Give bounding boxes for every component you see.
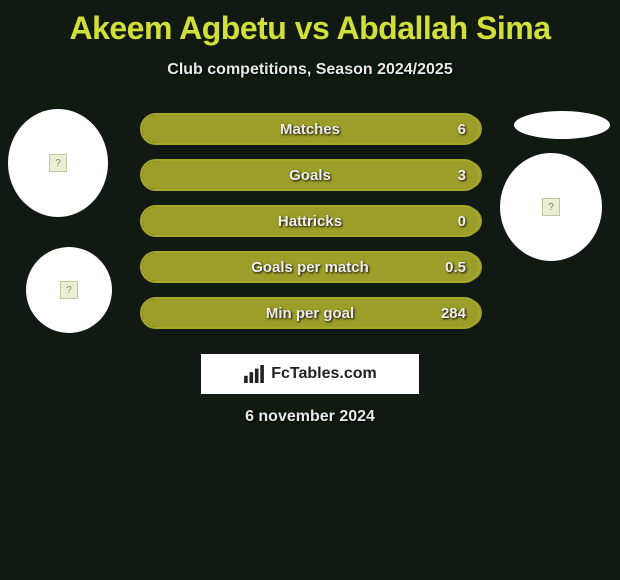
stat-value: 0.5 bbox=[445, 251, 466, 283]
stat-value: 0 bbox=[458, 205, 466, 237]
avatar-left-top: ? bbox=[8, 109, 108, 217]
avatar-left-bottom: ? bbox=[26, 247, 112, 333]
stat-row-min-per-goal: Min per goal 284 bbox=[140, 297, 480, 329]
stat-row-hattricks: Hattricks 0 bbox=[140, 205, 480, 237]
footer-date: 6 november 2024 bbox=[0, 408, 620, 426]
brand-badge: FcTables.com bbox=[201, 354, 419, 394]
placeholder-image-icon: ? bbox=[49, 154, 67, 172]
bar-outline bbox=[140, 205, 480, 237]
stat-value: 284 bbox=[441, 297, 466, 329]
bar-chart-icon bbox=[243, 365, 265, 383]
stat-row-goals: Goals 3 bbox=[140, 159, 480, 191]
avatar-right-top bbox=[514, 111, 610, 139]
bar-outline bbox=[140, 297, 480, 329]
stat-row-goals-per-match: Goals per match 0.5 bbox=[140, 251, 480, 283]
bar-outline bbox=[140, 159, 480, 191]
bar-outline bbox=[140, 113, 480, 145]
brand-text: FcTables.com bbox=[271, 365, 377, 383]
stat-bars: Matches 6 Goals 3 Hattricks 0 Goals per … bbox=[140, 113, 480, 343]
stat-value: 6 bbox=[458, 113, 466, 145]
bar-outline bbox=[140, 251, 480, 283]
page-title: Akeem Agbetu vs Abdallah Sima bbox=[0, 0, 620, 47]
stats-area: ? ? ? Matches 6 Goals 3 Hattricks 0 G bbox=[0, 109, 620, 359]
placeholder-image-icon: ? bbox=[60, 281, 78, 299]
placeholder-image-icon: ? bbox=[542, 198, 560, 216]
stat-value: 3 bbox=[458, 159, 466, 191]
page-subtitle: Club competitions, Season 2024/2025 bbox=[0, 61, 620, 79]
avatar-right-mid: ? bbox=[500, 153, 602, 261]
stat-row-matches: Matches 6 bbox=[140, 113, 480, 145]
